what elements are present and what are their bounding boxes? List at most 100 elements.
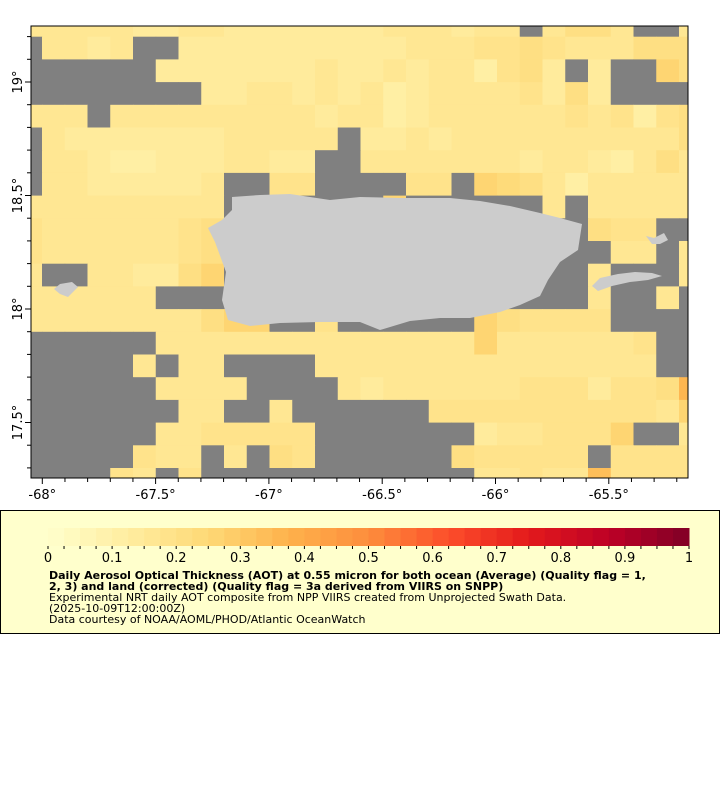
- aot-cell: [110, 104, 134, 128]
- nodata-cell: [155, 36, 179, 60]
- aot-cell: [451, 445, 475, 469]
- aot-cell: [679, 127, 689, 151]
- aot-cell: [133, 104, 157, 128]
- aot-cell: [497, 377, 521, 401]
- aot-cell: [155, 26, 179, 38]
- aot-cell: [519, 36, 543, 60]
- aot-cell: [679, 104, 689, 128]
- aot-cell: [610, 445, 634, 469]
- nodata-cell: [31, 399, 43, 423]
- nodata-cell: [42, 377, 66, 401]
- aot-cell: [610, 422, 634, 446]
- nodata-cell: [565, 59, 589, 83]
- aot-cell: [383, 26, 407, 38]
- nodata-cell: [588, 445, 612, 469]
- aot-cell: [474, 354, 498, 378]
- aot-cell: [337, 354, 361, 378]
- aot-cell: [474, 36, 498, 60]
- nodata-cell: [224, 399, 248, 423]
- colorbar-tick-label: 1: [685, 551, 693, 566]
- aot-cell: [406, 59, 430, 83]
- aot-cell: [360, 82, 384, 106]
- aot-cell: [610, 399, 634, 423]
- colorbar-segment: [592, 528, 610, 546]
- nodata-cell: [610, 286, 634, 310]
- colorbar-segment: [480, 528, 498, 546]
- aot-cell: [133, 218, 157, 242]
- aot-cell: [315, 26, 339, 38]
- aot-cell: [292, 445, 316, 469]
- nodata-cell: [360, 468, 384, 479]
- aot-cell: [292, 59, 316, 83]
- nodata-cell: [383, 422, 407, 446]
- aot-cell: [292, 36, 316, 60]
- aot-cell: [474, 399, 498, 423]
- aot-cell: [610, 104, 634, 128]
- aot-cell: [42, 36, 66, 60]
- aot-cell: [656, 399, 680, 423]
- y-tick-label: 17.5°: [11, 405, 26, 440]
- aot-cell: [42, 172, 66, 196]
- nodata-cell: [451, 422, 475, 446]
- aot-cell: [155, 218, 179, 242]
- aot-cell: [224, 445, 248, 469]
- colorbar-tick-label: 0.3: [230, 551, 251, 566]
- aot-cell: [133, 309, 157, 333]
- aot-cell: [155, 241, 179, 265]
- aot-cell: [360, 59, 384, 83]
- nodata-cell: [360, 172, 384, 196]
- aot-cell: [542, 422, 566, 446]
- aot-cell: [178, 59, 202, 83]
- puerto-rico-island: [208, 194, 582, 330]
- aot-cell: [246, 422, 270, 446]
- colorbar-segment: [336, 528, 353, 546]
- nodata-cell: [155, 468, 179, 479]
- aot-cell: [656, 195, 680, 219]
- nodata-cell: [64, 331, 88, 355]
- aot-cell: [64, 36, 88, 60]
- aot-cell: [679, 150, 689, 174]
- aot-cell: [406, 172, 430, 196]
- aot-cell: [451, 354, 475, 378]
- aot-cell: [519, 104, 543, 128]
- aot-cell: [31, 286, 43, 310]
- aot-cell: [383, 127, 407, 151]
- nodata-cell: [565, 263, 589, 287]
- nodata-cell: [110, 354, 134, 378]
- nodata-cell: [337, 445, 361, 469]
- nodata-cell: [565, 195, 589, 219]
- nodata-cell: [133, 422, 157, 446]
- aot-cell: [315, 59, 339, 83]
- aot-cell: [383, 59, 407, 83]
- aot-cell: [588, 36, 612, 60]
- colorbar-segment: [416, 528, 434, 546]
- colorbar-tick-label: 0.4: [294, 551, 315, 566]
- x-tick-label: -67°: [255, 488, 283, 503]
- nodata-cell: [31, 127, 43, 151]
- nodata-cell: [31, 59, 43, 83]
- aot-cell: [497, 127, 521, 151]
- aot-cell: [588, 26, 612, 38]
- aot-cell: [155, 104, 179, 128]
- aot-cell: [610, 26, 634, 38]
- aot-cell: [428, 331, 452, 355]
- aot-cell: [87, 309, 111, 333]
- nodata-cell: [42, 445, 66, 469]
- colorbar-tick-label: 0: [44, 551, 52, 566]
- aot-cell: [178, 309, 202, 333]
- colorbar-segment: [208, 528, 225, 546]
- aot-cell: [656, 377, 680, 401]
- aot-cell: [451, 104, 475, 128]
- aot-cell: [201, 26, 225, 38]
- aot-cell: [178, 150, 202, 174]
- aot-cell: [110, 172, 134, 196]
- nodata-cell: [87, 354, 111, 378]
- aot-cell: [360, 150, 384, 174]
- aot-cell: [201, 82, 225, 106]
- aot-cell: [679, 422, 689, 446]
- aot-cell: [497, 445, 521, 469]
- nodata-cell: [246, 354, 270, 378]
- aot-cell: [519, 172, 543, 196]
- aot-cell: [178, 468, 202, 479]
- aot-cell: [633, 468, 657, 479]
